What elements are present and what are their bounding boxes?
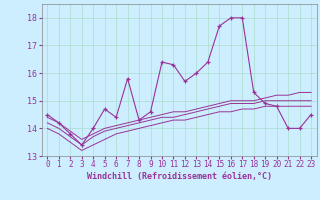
X-axis label: Windchill (Refroidissement éolien,°C): Windchill (Refroidissement éolien,°C) (87, 172, 272, 181)
